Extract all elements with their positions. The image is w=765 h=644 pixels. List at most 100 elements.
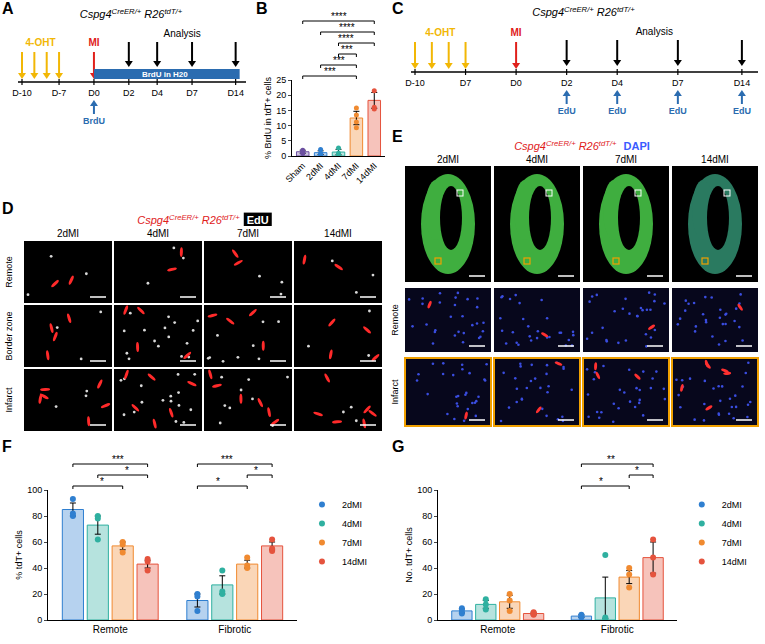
svg-text:0: 0 bbox=[281, 151, 286, 161]
svg-text:MI: MI bbox=[88, 37, 99, 48]
svg-text:7dMI: 7dMI bbox=[342, 538, 362, 548]
svg-text:D2: D2 bbox=[561, 78, 573, 88]
svg-text:E: E bbox=[392, 128, 403, 145]
svg-text:D7: D7 bbox=[460, 78, 472, 88]
svg-text:F: F bbox=[2, 438, 12, 455]
svg-text:20: 20 bbox=[276, 90, 286, 100]
svg-text:Remote: Remote bbox=[480, 624, 515, 635]
svg-text:D: D bbox=[2, 200, 14, 217]
svg-text:BrdU: BrdU bbox=[83, 116, 105, 126]
svg-text:14dMI: 14dMI bbox=[354, 161, 379, 186]
svg-text:40: 40 bbox=[32, 563, 42, 573]
svg-text:4dMI: 4dMI bbox=[722, 519, 742, 529]
svg-text:**: ** bbox=[607, 454, 615, 465]
svg-text:BrdU in H20: BrdU in H20 bbox=[142, 70, 188, 79]
svg-text:2dMI: 2dMI bbox=[304, 161, 325, 182]
svg-text:Cspg4CreER/+R26tdT/+: Cspg4CreER/+R26tdT/+ bbox=[80, 7, 183, 20]
svg-text:14dMI: 14dMI bbox=[342, 557, 367, 567]
svg-text:*: * bbox=[599, 476, 603, 487]
svg-text:7dMI: 7dMI bbox=[615, 154, 637, 165]
svg-text:D2: D2 bbox=[123, 88, 135, 98]
svg-text:****: **** bbox=[338, 33, 354, 44]
svg-text:Sham: Sham bbox=[284, 161, 308, 185]
svg-text:D-10: D-10 bbox=[12, 88, 32, 98]
svg-text:EdU: EdU bbox=[733, 106, 751, 116]
svg-text:*: * bbox=[216, 476, 220, 487]
svg-text:D4: D4 bbox=[151, 88, 163, 98]
svg-text:2dMI: 2dMI bbox=[342, 500, 362, 510]
svg-text:B: B bbox=[256, 0, 268, 17]
svg-text:5: 5 bbox=[281, 136, 286, 146]
svg-text:*: * bbox=[125, 465, 129, 476]
svg-text:100: 100 bbox=[27, 485, 42, 495]
svg-text:*: * bbox=[254, 465, 258, 476]
svg-text:*: * bbox=[100, 476, 104, 487]
svg-text:0: 0 bbox=[37, 615, 42, 625]
svg-text:4dMI: 4dMI bbox=[342, 519, 362, 529]
svg-text:4-OHT: 4-OHT bbox=[425, 27, 455, 38]
svg-text:EdU: EdU bbox=[608, 106, 626, 116]
svg-text:****: **** bbox=[339, 22, 355, 33]
svg-text:Infarct: Infarct bbox=[390, 379, 400, 405]
svg-text:Infarct: Infarct bbox=[4, 387, 14, 413]
svg-text:D-10: D-10 bbox=[405, 78, 425, 88]
svg-text:4-OHT: 4-OHT bbox=[26, 37, 56, 48]
svg-text:% BrdU in tdT+ cells: % BrdU in tdT+ cells bbox=[263, 77, 273, 159]
svg-text:D4: D4 bbox=[611, 78, 623, 88]
svg-text:C: C bbox=[392, 0, 404, 17]
svg-text:80: 80 bbox=[32, 511, 42, 521]
svg-text:20: 20 bbox=[32, 589, 42, 599]
svg-text:EdU: EdU bbox=[669, 106, 687, 116]
svg-text:A: A bbox=[2, 0, 14, 17]
svg-text:***: *** bbox=[341, 44, 353, 55]
svg-text:D7: D7 bbox=[672, 78, 684, 88]
svg-text:25: 25 bbox=[276, 75, 286, 85]
svg-text:Remote: Remote bbox=[93, 624, 128, 635]
svg-text:7dMI: 7dMI bbox=[340, 161, 361, 182]
svg-text:*: * bbox=[635, 465, 639, 476]
svg-text:4dMI: 4dMI bbox=[526, 154, 548, 165]
svg-text:40: 40 bbox=[422, 563, 432, 573]
svg-text:7dMI: 7dMI bbox=[237, 228, 259, 239]
svg-text:G: G bbox=[392, 438, 404, 455]
svg-text:100: 100 bbox=[417, 485, 432, 495]
svg-text:80: 80 bbox=[422, 511, 432, 521]
svg-text:14dMI: 14dMI bbox=[324, 228, 352, 239]
svg-text:Border zone: Border zone bbox=[4, 311, 14, 360]
svg-text:% tdT+ cells: % tdT+ cells bbox=[14, 530, 24, 580]
svg-text:D14: D14 bbox=[734, 78, 751, 88]
svg-text:60: 60 bbox=[422, 537, 432, 547]
svg-text:Analysis: Analysis bbox=[636, 26, 673, 37]
svg-text:7dMI: 7dMI bbox=[722, 538, 742, 548]
svg-text:4dMI: 4dMI bbox=[147, 228, 169, 239]
svg-text:2dMI: 2dMI bbox=[722, 500, 742, 510]
svg-text:2dMI: 2dMI bbox=[437, 154, 459, 165]
svg-text:2dMI: 2dMI bbox=[57, 228, 79, 239]
svg-text:10: 10 bbox=[276, 121, 286, 131]
svg-text:Remote: Remote bbox=[4, 256, 14, 288]
svg-text:***: *** bbox=[221, 454, 233, 465]
svg-text:Analysis: Analysis bbox=[164, 28, 201, 39]
svg-text:D0: D0 bbox=[88, 88, 100, 98]
svg-text:Cspg4CreER/+R26tdT/+DAPI: Cspg4CreER/+R26tdT/+DAPI bbox=[514, 139, 650, 152]
svg-text:D7: D7 bbox=[186, 88, 198, 98]
svg-text:MI: MI bbox=[511, 27, 522, 38]
svg-text:14dMI: 14dMI bbox=[701, 154, 729, 165]
svg-text:Fibrotic: Fibrotic bbox=[218, 624, 251, 635]
svg-text:EdU: EdU bbox=[558, 106, 576, 116]
svg-text:***: *** bbox=[333, 55, 345, 66]
svg-text:***: *** bbox=[324, 66, 336, 77]
svg-text:0: 0 bbox=[427, 615, 432, 625]
svg-text:Remote: Remote bbox=[390, 304, 400, 336]
svg-text:Fibrotic: Fibrotic bbox=[601, 624, 634, 635]
svg-text:****: **** bbox=[331, 11, 347, 22]
svg-text:***: *** bbox=[112, 454, 124, 465]
svg-text:No. tdT+ cells: No. tdT+ cells bbox=[404, 527, 414, 583]
svg-text:20: 20 bbox=[422, 589, 432, 599]
svg-text:D0: D0 bbox=[510, 78, 522, 88]
svg-text:D14: D14 bbox=[227, 88, 244, 98]
svg-text:D-7: D-7 bbox=[52, 88, 67, 98]
svg-text:14dMI: 14dMI bbox=[722, 557, 747, 567]
svg-text:Cspg4CreER/+R26tdT/+: Cspg4CreER/+R26tdT/+ bbox=[532, 5, 635, 18]
svg-text:60: 60 bbox=[32, 537, 42, 547]
